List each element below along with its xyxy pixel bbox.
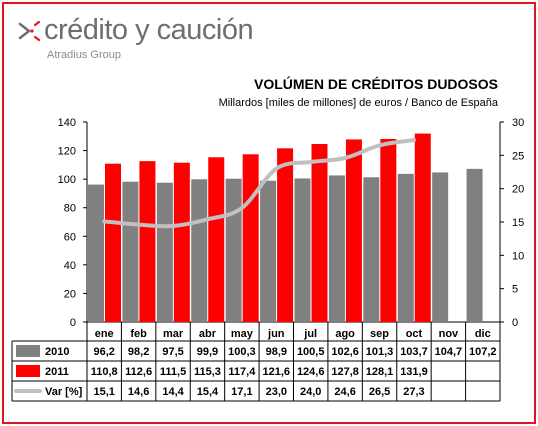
bar-2010 <box>328 175 345 322</box>
bar-2010 <box>88 184 104 322</box>
y-right-tick-label: 0 <box>512 317 518 329</box>
table-cell-value: 131,9 <box>400 366 428 378</box>
bar-2011 <box>311 144 328 322</box>
legend-swatch-2010 <box>16 345 40 357</box>
y-right-tick-label: 5 <box>512 284 518 296</box>
y-left-tick-label: 140 <box>58 117 76 129</box>
table-cell-value: 15,4 <box>197 386 219 398</box>
y-left-tick-label: 120 <box>58 146 76 158</box>
x-category-label: abr <box>199 328 217 340</box>
table-cell-value: 24,6 <box>334 386 355 398</box>
bar-2011 <box>105 163 121 322</box>
bar-2010 <box>363 177 380 322</box>
table-cell-value: 115,3 <box>194 366 221 378</box>
x-category-label: nov <box>439 328 459 340</box>
table-cell-value: 24,0 <box>300 386 321 398</box>
table-cell-value: 17,1 <box>231 386 252 398</box>
bar-2011 <box>139 161 156 322</box>
y-right-tick-label: 25 <box>512 150 524 162</box>
bar-2011 <box>414 133 431 322</box>
table-cell-value: 111,5 <box>160 366 186 378</box>
table-cell-value: 100,5 <box>297 346 325 358</box>
brand-name: crédito y caución <box>44 14 254 46</box>
table-cell-value: 103,7 <box>400 346 428 358</box>
y-right-tick-label: 20 <box>512 184 524 196</box>
bar-2010 <box>191 179 208 322</box>
bar-2011 <box>173 162 190 322</box>
bar-2011 <box>208 157 225 322</box>
table-cell-value: 110,8 <box>91 366 118 378</box>
bar-2010 <box>225 178 242 322</box>
bar-2010 <box>260 180 277 322</box>
table-cell-value: 23,0 <box>266 386 287 398</box>
bar-2010 <box>156 182 173 322</box>
y-left-tick-label: 60 <box>64 231 76 243</box>
table-cell-value: 107,2 <box>469 346 497 358</box>
table-cell-value: 98,2 <box>128 346 149 358</box>
table-cell-value: 112,6 <box>125 366 152 378</box>
brand-group: Atradius Group <box>47 49 121 61</box>
table-cell-value: 15,1 <box>93 386 114 398</box>
x-category-label: mar <box>163 328 184 340</box>
table-cell-value: 102,6 <box>331 346 359 358</box>
legend-label: Var [%] <box>45 386 83 398</box>
table-cell-value: 121,6 <box>263 366 291 378</box>
legend-label: 2010 <box>45 346 69 358</box>
table-cell-value: 26,5 <box>369 386 390 398</box>
bar-2011 <box>345 139 362 322</box>
x-category-label: ago <box>335 328 355 340</box>
table-cell-value: 14,6 <box>128 386 149 398</box>
x-category-label: ene <box>95 328 114 340</box>
y-right-tick-label: 10 <box>512 250 524 262</box>
table-cell-value: 127,8 <box>331 366 359 378</box>
legend-label: 2011 <box>45 366 69 378</box>
bar-2010 <box>432 172 449 322</box>
bar-2011 <box>277 148 294 322</box>
y-left-tick-label: 0 <box>70 317 76 329</box>
bar-2010 <box>397 173 414 322</box>
table-cell-value: 128,1 <box>366 366 394 378</box>
chart-subtitle: Millardos [miles de millones] de euros /… <box>218 97 498 109</box>
bar-2011 <box>242 154 259 322</box>
y-right-tick-label: 30 <box>512 117 524 129</box>
table-cell-value: 27,3 <box>403 386 424 398</box>
table-cell-value: 124,6 <box>297 366 325 378</box>
table-cell-value: 97,5 <box>162 346 183 358</box>
chart-title: VOLÚMEN DE CRÉDITOS DUDOSOS <box>254 76 498 92</box>
table-cell-value: 104,7 <box>435 346 463 358</box>
y-left-tick-label: 20 <box>64 288 76 300</box>
table-cell-value: 99,9 <box>197 346 218 358</box>
var-line <box>102 138 416 229</box>
x-category-label: may <box>231 328 254 340</box>
bar-2011 <box>380 139 397 322</box>
bar-2010 <box>294 178 311 322</box>
bar-2010 <box>466 168 483 322</box>
x-category-label: oct <box>406 328 423 340</box>
x-category-label: feb <box>130 328 147 340</box>
table-cell-value: 117,4 <box>228 366 256 378</box>
x-category-label: sep <box>370 328 389 340</box>
table-cell-value: 14,4 <box>162 386 184 398</box>
legend-swatch-2011 <box>16 365 40 377</box>
table-cell-value: 100,3 <box>228 346 256 358</box>
bar-2010 <box>122 181 139 322</box>
brand-chevron-icon <box>18 20 40 42</box>
x-category-label: dic <box>475 328 491 340</box>
table-cell-value: 101,3 <box>366 346 394 358</box>
y-right-tick-label: 15 <box>512 217 524 229</box>
y-left-tick-label: 40 <box>64 260 76 272</box>
x-category-label: jun <box>267 328 285 340</box>
y-left-tick-label: 100 <box>58 174 76 186</box>
x-category-label: jul <box>303 328 317 340</box>
table-cell-value: 96,2 <box>93 346 114 358</box>
table-cell-value: 98,9 <box>266 346 287 358</box>
y-left-tick-label: 80 <box>64 203 76 215</box>
